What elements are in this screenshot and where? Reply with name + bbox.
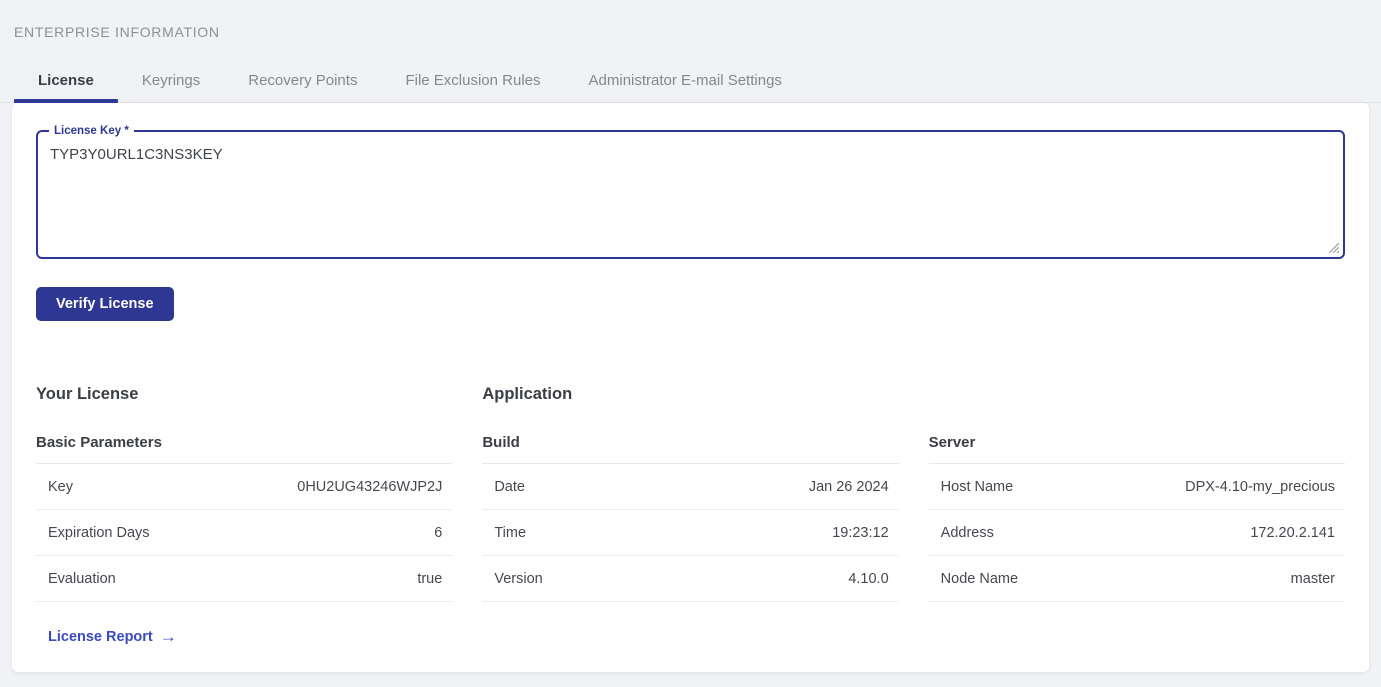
table-row: Address 172.20.2.141 (929, 510, 1345, 556)
row-value: 19:23:12 (832, 525, 888, 541)
row-label: Version (494, 571, 542, 587)
tab-file-exclusion-rules-label: File Exclusion Rules (405, 72, 540, 89)
row-value: 0HU2UG43246WJP2J (297, 479, 442, 495)
build-title: Build (482, 434, 898, 464)
row-value: Jan 26 2024 (809, 479, 889, 495)
row-label: Key (48, 479, 73, 495)
tab-keyrings-label: Keyrings (142, 72, 200, 89)
tab-license[interactable]: License (14, 59, 118, 102)
arrow-right-icon: → (160, 628, 177, 645)
table-row: Time 19:23:12 (482, 510, 898, 556)
application-heading: Application (482, 385, 1345, 404)
license-panel: License Key * TYP3Y0URL1C3NS3KEY Verify … (12, 103, 1369, 672)
license-info-grid: Your License Application Basic Parameter… (36, 385, 1345, 645)
resize-handle-icon[interactable] (1326, 240, 1339, 253)
row-value: 4.10.0 (848, 571, 888, 587)
active-tab-indicator (14, 99, 118, 103)
tab-recovery-points[interactable]: Recovery Points (224, 59, 381, 102)
table-row: Evaluation true (36, 556, 452, 602)
table-row: Key 0HU2UG43246WJP2J (36, 464, 452, 510)
row-value: 6 (434, 525, 442, 541)
row-value: master (1291, 571, 1335, 587)
tab-license-label: License (38, 72, 94, 89)
row-value: true (417, 571, 442, 587)
row-label: Evaluation (48, 571, 116, 587)
tab-bar: License Keyrings Recovery Points File Ex… (0, 59, 1381, 103)
tab-file-exclusion-rules[interactable]: File Exclusion Rules (381, 59, 564, 102)
table-row: Expiration Days 6 (36, 510, 452, 556)
basic-parameters-group: Basic Parameters Key 0HU2UG43246WJP2J Ex… (36, 434, 452, 602)
page-title: ENTERPRISE INFORMATION (0, 0, 1381, 40)
row-label: Node Name (941, 571, 1018, 587)
tab-administrator-email-settings-label: Administrator E-mail Settings (589, 72, 782, 89)
license-key-textarea[interactable]: TYP3Y0URL1C3NS3KEY (38, 132, 1343, 257)
row-label: Host Name (941, 479, 1014, 495)
row-value: DPX-4.10-my_precious (1185, 479, 1335, 495)
row-label: Expiration Days (48, 525, 150, 541)
server-title: Server (929, 434, 1345, 464)
your-license-heading: Your License (36, 385, 452, 404)
basic-parameters-title: Basic Parameters (36, 434, 452, 464)
build-group: Build Date Jan 26 2024 Time 19:23:12 Ver… (482, 434, 898, 602)
table-row: Host Name DPX-4.10-my_precious (929, 464, 1345, 510)
row-value: 172.20.2.141 (1250, 525, 1335, 541)
server-group: Server Host Name DPX-4.10-my_precious Ad… (929, 434, 1345, 602)
row-label: Time (494, 525, 526, 541)
license-key-field-label: License Key * (49, 123, 134, 139)
license-key-field: License Key * TYP3Y0URL1C3NS3KEY (36, 130, 1345, 259)
tab-administrator-email-settings[interactable]: Administrator E-mail Settings (565, 59, 806, 102)
row-label: Address (941, 525, 994, 541)
table-row: Node Name master (929, 556, 1345, 602)
license-report-link[interactable]: License Report → (36, 628, 177, 645)
row-label: Date (494, 479, 525, 495)
table-row: Version 4.10.0 (482, 556, 898, 602)
tab-recovery-points-label: Recovery Points (248, 72, 357, 89)
tab-keyrings[interactable]: Keyrings (118, 59, 224, 102)
verify-license-button[interactable]: Verify License (36, 287, 174, 321)
table-row: Date Jan 26 2024 (482, 464, 898, 510)
license-report-link-label: License Report (48, 629, 153, 645)
